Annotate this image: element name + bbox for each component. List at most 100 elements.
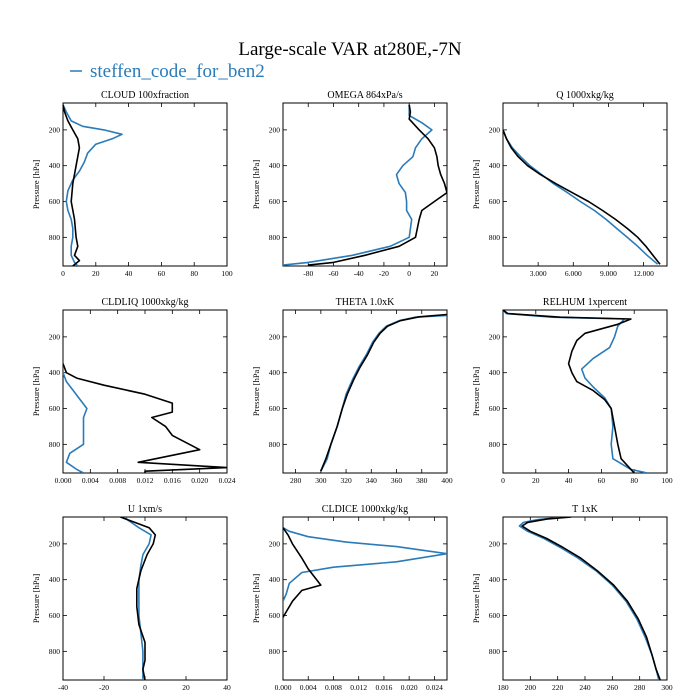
x-tick-label: 0.020 [191, 476, 208, 485]
plot-frame [282, 102, 448, 267]
x-tick-label: 0.008 [109, 476, 126, 485]
x-tick-label: 380 [416, 476, 428, 485]
y-tick-label: 600 [269, 404, 281, 413]
x-tick-label: -60 [328, 269, 338, 278]
y-tick-label: 400 [49, 368, 61, 377]
y-axis-label: Pressure [hPa] [251, 574, 261, 624]
series-line-control [308, 104, 447, 266]
x-tick-label: -20 [379, 269, 389, 278]
panel-title: CLOUD 100xfraction [101, 90, 189, 101]
x-tick-label: 40 [565, 476, 573, 485]
x-tick-label: 340 [366, 476, 378, 485]
y-tick-label: 200 [49, 125, 61, 134]
y-tick-label: 800 [489, 233, 501, 242]
panel-6: RELHUM 1xpercent 200 400 600 800 0 20 40 60 80 100… [471, 297, 673, 485]
y-tick-label: 800 [489, 440, 501, 449]
x-tick-label: -40 [58, 683, 68, 692]
panel-2: OMEGA 864xPa/s 200 400 600 800 -80 -60 -40 -20 0 2… [251, 90, 448, 278]
y-tick-label: 200 [49, 539, 61, 548]
x-tick-label: 40 [223, 683, 231, 692]
series-group [63, 363, 227, 473]
series-line-case [503, 129, 659, 265]
x-tick-label: 0 [501, 476, 505, 485]
x-tick-label: 200 [525, 683, 537, 692]
y-tick-label: 600 [269, 197, 281, 206]
x-tick-label: -20 [99, 683, 109, 692]
series-line-case [63, 363, 88, 473]
series-line-control [320, 313, 447, 472]
x-tick-label: 0.004 [82, 476, 99, 485]
x-tick-label: 40 [125, 269, 133, 278]
series-line-control [120, 517, 157, 680]
x-tick-label: 0.016 [375, 683, 392, 692]
y-tick-label: 600 [49, 197, 61, 206]
plot-frame [282, 309, 448, 474]
x-tick-label: 260 [607, 683, 619, 692]
y-tick-label: 200 [269, 539, 281, 548]
x-tick-label: 9.000 [600, 269, 617, 278]
x-tick-label: 80 [630, 476, 638, 485]
x-tick-label: 0.024 [426, 683, 443, 692]
y-tick-label: 600 [489, 197, 501, 206]
panel-title: T 1xK [572, 504, 598, 515]
y-tick-label: 400 [269, 575, 281, 584]
panel-1: CLOUD 100xfraction 200 400 600 800 0 20 40 60 80 1… [31, 90, 233, 278]
panel-5: THETA 1.0xK 200 400 600 800 280 300 320 340 360 38… [251, 297, 453, 485]
x-tick-label: 20 [532, 476, 540, 485]
x-tick-label: 0 [61, 269, 65, 278]
series-group [120, 517, 157, 680]
y-axis-label: Pressure [hPa] [251, 367, 261, 417]
x-tick-label: 300 [315, 476, 327, 485]
series-line-case [283, 104, 433, 266]
plot-frame [502, 516, 668, 681]
panel-4: CLDLIQ 1000xkg/kg 200 400 600 800 0.000 0.004 0… [31, 297, 236, 485]
y-tick-label: 400 [489, 161, 501, 170]
series-line-case [283, 527, 447, 609]
x-tick-label: 3.000 [530, 269, 547, 278]
x-tick-label: 0.012 [350, 683, 367, 692]
y-tick-label: 400 [49, 161, 61, 170]
panel-title: Q 1000xkg/kg [556, 90, 614, 101]
y-axis-label: Pressure [hPa] [471, 574, 481, 624]
series-group [63, 104, 123, 266]
plot-frame [502, 102, 668, 267]
y-tick-label: 200 [269, 332, 281, 341]
x-tick-label: 400 [441, 476, 453, 485]
series-line-case [518, 517, 660, 680]
y-tick-label: 600 [49, 611, 61, 620]
y-tick-label: 600 [489, 611, 501, 620]
x-tick-label: 0.008 [325, 683, 342, 692]
x-tick-label: 280 [634, 683, 646, 692]
panel-7: U 1xm/s 200 400 600 800 -40 -20 0 20 40 Pressure [… [31, 504, 231, 692]
y-tick-label: 400 [269, 368, 281, 377]
x-tick-label: 0.000 [55, 476, 72, 485]
x-tick-label: 20 [92, 269, 100, 278]
series-group [503, 310, 648, 473]
panel-title: U 1xm/s [128, 504, 162, 515]
series-line-control [63, 363, 227, 473]
series-line-control [283, 527, 322, 618]
y-tick-label: 400 [49, 575, 61, 584]
x-tick-label: 60 [158, 269, 166, 278]
y-tick-label: 600 [489, 404, 501, 413]
x-tick-label: -40 [354, 269, 364, 278]
series-line-control [503, 129, 661, 265]
y-tick-label: 400 [269, 161, 281, 170]
plot-frame [62, 102, 228, 267]
x-tick-label: 20 [182, 683, 190, 692]
y-tick-label: 200 [49, 332, 61, 341]
series-group [503, 129, 661, 265]
figure-title: Large-scale VAR at280E,-7N [238, 39, 461, 60]
y-axis-label: Pressure [hPa] [31, 160, 41, 210]
y-axis-label: Pressure [hPa] [31, 574, 41, 624]
plot-frame [502, 309, 668, 474]
x-tick-label: 80 [190, 269, 198, 278]
y-tick-label: 800 [49, 647, 61, 656]
y-axis-label: Pressure [hPa] [471, 367, 481, 417]
y-tick-label: 800 [489, 647, 501, 656]
panel-9: T 1xK 200 400 600 800 180 200 220 240 260 280 300 Pr… [471, 504, 673, 692]
series-line-control [521, 517, 661, 680]
series-line-case [503, 310, 648, 473]
